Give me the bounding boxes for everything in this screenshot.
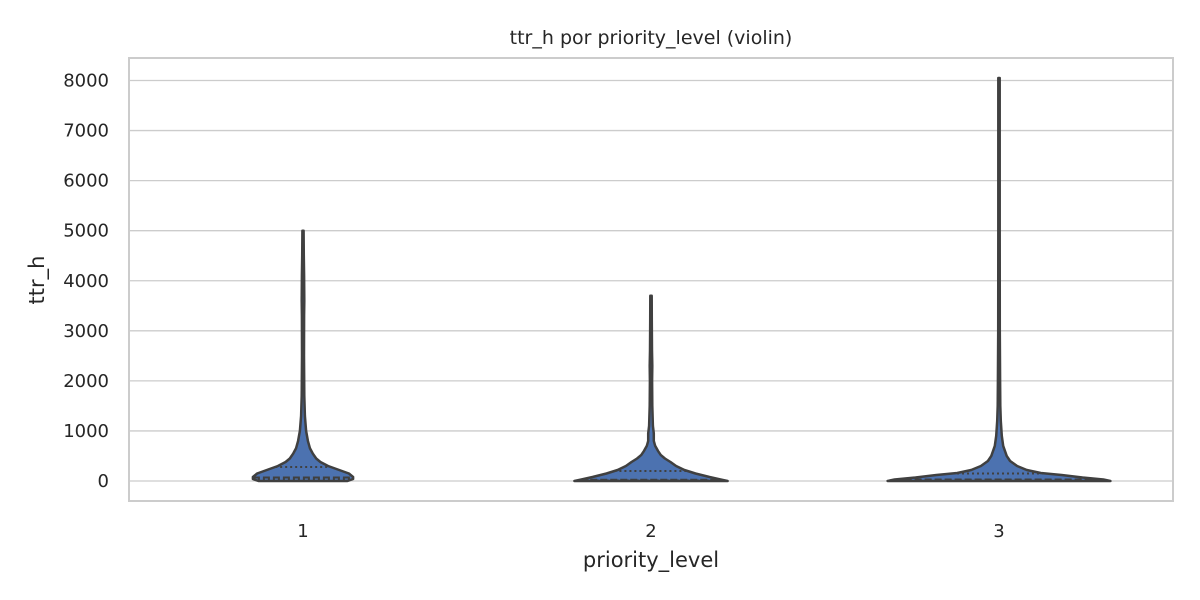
violin-body bbox=[573, 294, 729, 483]
y-tick-label: 8000 bbox=[63, 71, 109, 92]
x-axis-label: priority_level bbox=[583, 548, 719, 573]
plot-frame bbox=[128, 57, 1174, 502]
violin-body bbox=[886, 76, 1112, 483]
x-tick-label: 3 bbox=[993, 521, 1004, 542]
x-tick-label: 1 bbox=[297, 521, 308, 542]
y-tick-label: 5000 bbox=[63, 221, 109, 242]
y-axis-label: ttr_h bbox=[25, 256, 50, 305]
violin-body bbox=[251, 229, 355, 483]
y-tick-labels: 0 1000 2000 3000 4000 5000 6000 7000 8000 bbox=[63, 71, 109, 492]
y-tick-label: 3000 bbox=[63, 321, 109, 342]
y-tick-label: 6000 bbox=[63, 171, 109, 192]
x-tick-label: 2 bbox=[645, 521, 656, 542]
y-tick-label: 7000 bbox=[63, 121, 109, 142]
y-tick-label: 4000 bbox=[63, 271, 109, 292]
violin-layer bbox=[251, 76, 1112, 483]
x-tick-labels: 1 2 3 bbox=[297, 521, 1004, 542]
y-tick-label: 1000 bbox=[63, 421, 109, 442]
chart-title: ttr_h por priority_level (violin) bbox=[510, 27, 793, 49]
y-tick-label: 0 bbox=[98, 471, 109, 492]
y-tick-label: 2000 bbox=[63, 371, 109, 392]
